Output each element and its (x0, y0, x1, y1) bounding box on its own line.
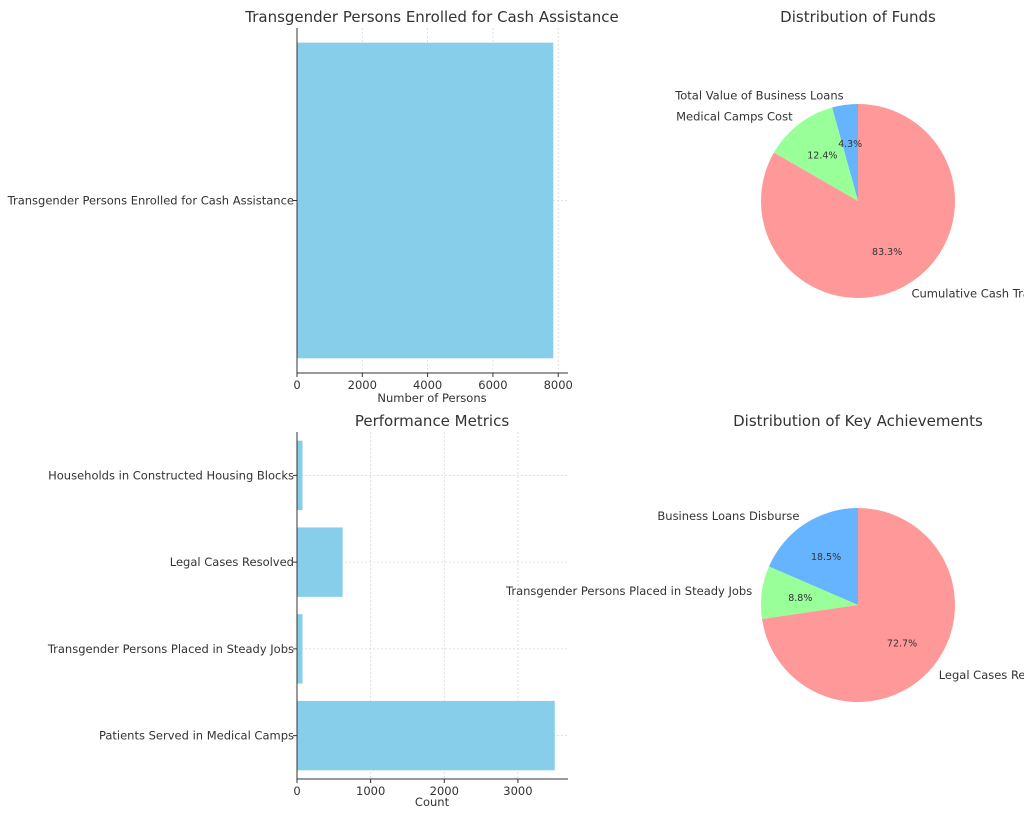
bar (297, 42, 554, 359)
bar (297, 614, 303, 684)
pie-slice-label: Business Loans Disburse (657, 509, 799, 523)
y-tick-label: Transgender Persons Enrolled for Cash As… (7, 194, 294, 208)
pie-labels: 18.5% Business Loans Disburse 8.8% Transgen… (505, 509, 1024, 682)
pie-slice-label: Transgender Persons Placed in Steady Job… (505, 584, 752, 598)
pie-percent-label: 18.5% (811, 552, 841, 563)
pie-slices (761, 104, 955, 298)
y-tick-label: Transgender Persons Placed in Steady Job… (47, 642, 294, 656)
pie-percent-label: 72.7% (887, 639, 917, 650)
x-tick-label: 2000 (430, 784, 459, 798)
x-tick-label: 3000 (503, 784, 532, 798)
pie-slice (768, 508, 858, 605)
y-tick-label: Legal Cases Resolved (170, 555, 294, 569)
pie-slice-label: Cumulative Cash Trans (911, 286, 1024, 300)
achievements-pie-chart: Distribution of Key Achievements 18.5% Bu… (505, 412, 1024, 702)
bar (297, 440, 303, 511)
y-ticks: Transgender Persons Enrolled for Cash As… (7, 194, 297, 208)
cash-assistance-bar-chart: Transgender Persons Enrolled for Cash As… (7, 8, 619, 405)
bar (297, 700, 555, 771)
chart-title: Distribution of Key Achievements (733, 412, 983, 430)
x-axis-label: Count (415, 795, 450, 809)
pie-slice-label: Medical Camps Cost (676, 110, 793, 124)
pie-slice-label: Total Value of Business Loans (674, 88, 843, 102)
chart-title: Distribution of Funds (780, 8, 936, 26)
pie-percent-label: 83.3% (872, 247, 902, 258)
x-ticks: 0 2000 4000 6000 8000 (293, 373, 573, 392)
pie-percent-label: 4.3% (838, 139, 862, 150)
pie-slice (762, 508, 955, 702)
pie-percent-label: 12.4% (807, 151, 837, 162)
bar (297, 527, 343, 597)
y-ticks: Households in Constructed Housing Blocks… (47, 468, 297, 743)
chart-title: Transgender Persons Enrolled for Cash As… (244, 8, 619, 26)
x-tick-label: 4000 (413, 378, 442, 392)
x-tick-label: 8000 (544, 378, 573, 392)
x-tick-label: 0 (293, 378, 300, 392)
pie-slice-label: Legal Cases Resolved (939, 668, 1024, 682)
x-tick-label: 6000 (478, 378, 507, 392)
pie-slice (832, 104, 858, 201)
pie-slice (761, 104, 955, 298)
pie-percent-label: 8.8% (788, 593, 812, 604)
chart-title: Performance Metrics (355, 412, 509, 430)
x-tick-label: 1000 (356, 784, 385, 798)
x-tick-label: 2000 (348, 378, 377, 392)
pie-slice (760, 566, 858, 619)
y-tick-label: Patients Served in Medical Camps (99, 729, 294, 743)
y-tick-label: Households in Constructed Housing Blocks (48, 468, 294, 482)
x-ticks: 0 1000 2000 3000 (293, 779, 533, 798)
performance-bar-chart: Performance Metrics 0 1000 2000 3000 Househ… (47, 412, 568, 809)
funds-pie-chart: Distribution of Funds 4.3% Total Value of… (674, 8, 1024, 300)
pie-slice (773, 107, 858, 201)
bars (297, 440, 555, 771)
pie-labels: 4.3% Total Value of Business Loans 12.4% Me… (674, 88, 1024, 300)
x-axis-label: Number of Persons (377, 391, 486, 405)
bars (297, 42, 554, 359)
x-tick-label: 0 (293, 784, 300, 798)
pie-slices (760, 508, 955, 702)
